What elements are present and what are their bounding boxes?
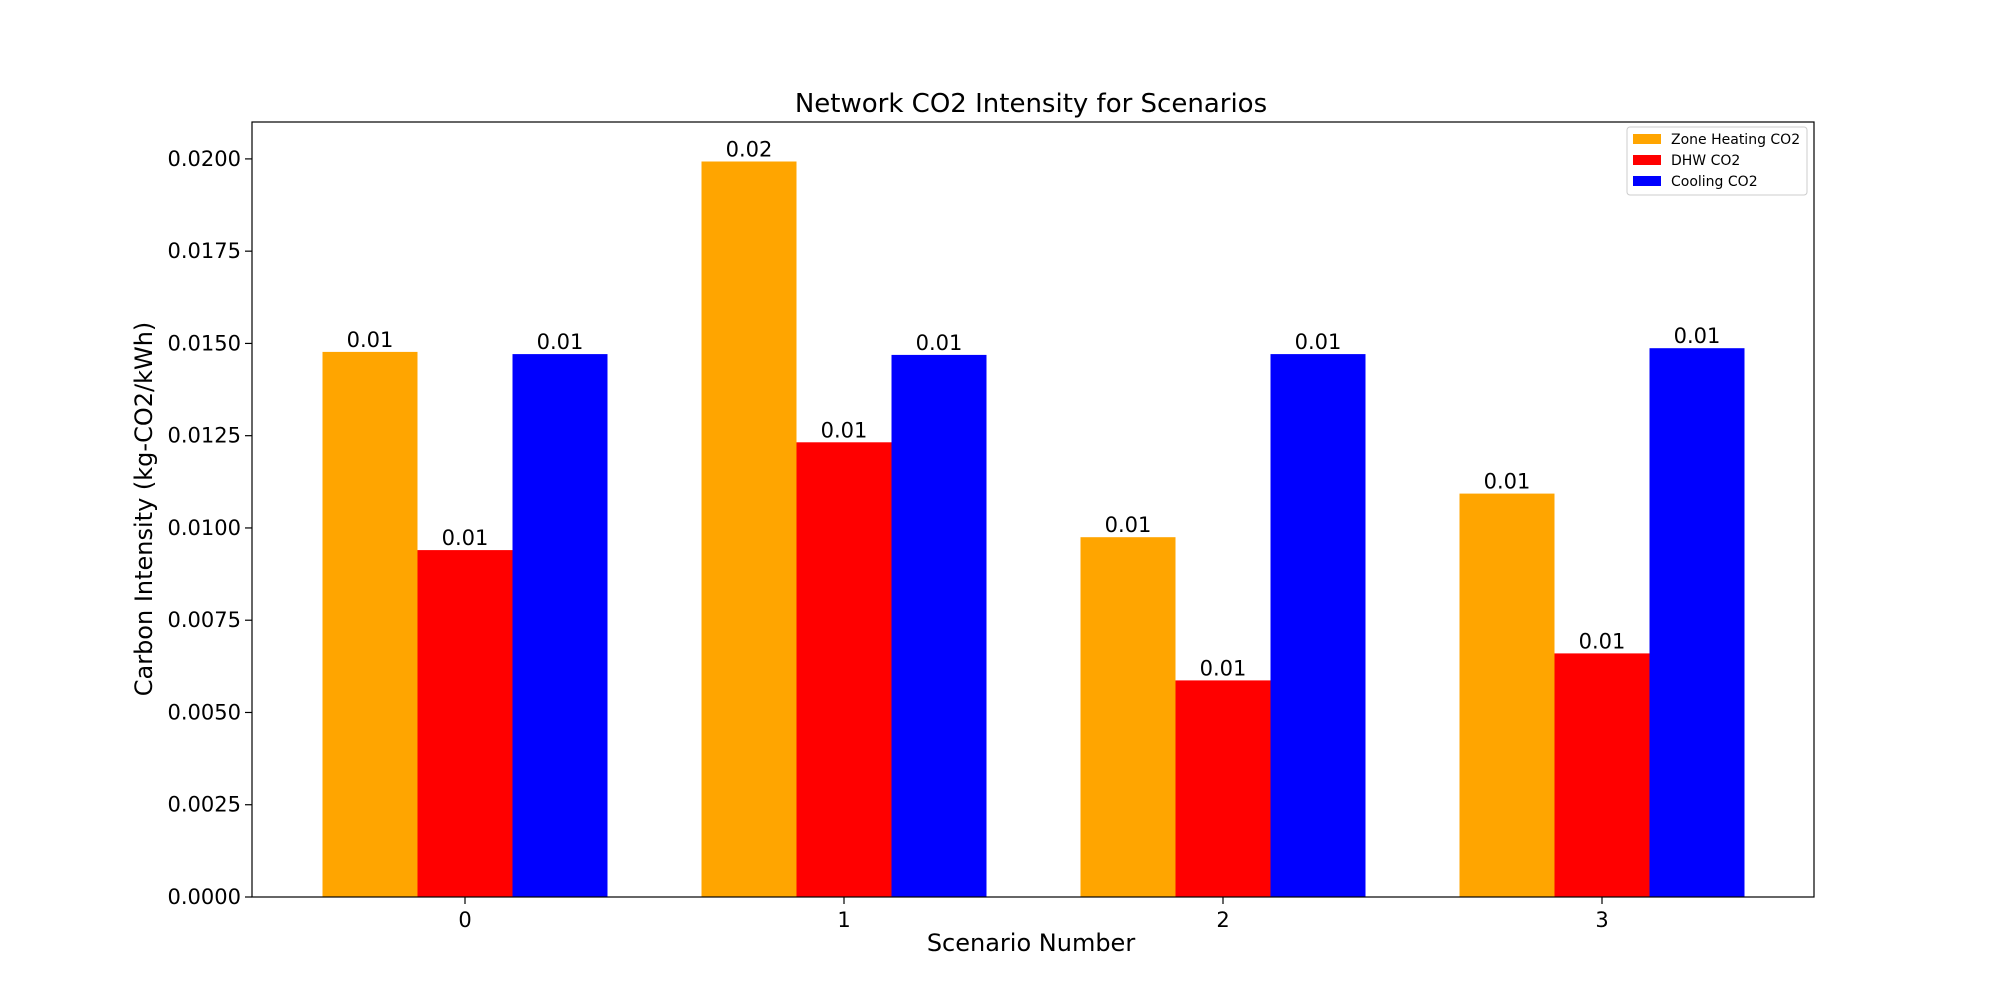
legend-swatch bbox=[1633, 134, 1661, 144]
legend-box bbox=[1626, 126, 1808, 196]
y-tick-label: 0.0100 bbox=[168, 516, 241, 540]
y-tick-label: 0.0125 bbox=[168, 424, 241, 448]
y-tick-label: 0.0150 bbox=[168, 331, 241, 355]
bars-layer bbox=[322, 161, 1745, 898]
y-axis-label: Carbon Intensity (kg-CO2/kWh) bbox=[130, 322, 158, 697]
legend: Zone Heating CO2 DHW CO2 Cooling CO2 bbox=[1626, 126, 1808, 196]
bar-value-label: 0.01 bbox=[1674, 324, 1721, 348]
legend-swatch bbox=[1633, 155, 1661, 165]
bar-value-label: 0.01 bbox=[1200, 656, 1247, 680]
bar-dhw-co2-scenario-0 bbox=[417, 550, 513, 897]
x-tick-label: 3 bbox=[1595, 908, 1608, 932]
y-tick-label: 0.0075 bbox=[168, 608, 241, 632]
bar-zone-heating-co2-scenario-0 bbox=[322, 351, 418, 897]
bar-value-label: 0.01 bbox=[1579, 629, 1626, 653]
bar-cooling-co2-scenario-3 bbox=[1649, 348, 1745, 897]
bar-dhw-co2-scenario-3 bbox=[1554, 653, 1650, 897]
y-tick-label: 0.0200 bbox=[168, 147, 241, 171]
bar-value-label: 0.01 bbox=[1295, 330, 1342, 354]
bar-labels-layer: 0.01 0.02 0.01 0.01 0.01 0.01 0.01 0.01 0.01 0.01… bbox=[347, 138, 1721, 681]
y-tick-label: 0.0000 bbox=[168, 885, 241, 909]
bar-value-label: 0.01 bbox=[347, 328, 394, 352]
x-axis: 0 1 2 3 bbox=[458, 897, 1609, 932]
bar-cooling-co2-scenario-0 bbox=[512, 354, 608, 898]
bar-zone-heating-co2-scenario-3 bbox=[1459, 493, 1555, 897]
bar-cooling-co2-scenario-2 bbox=[1270, 354, 1366, 898]
legend-entry-label: Zone Heating CO2 bbox=[1671, 132, 1800, 148]
legend-entry-label: Cooling CO2 bbox=[1671, 174, 1758, 190]
legend-entry-label: DHW CO2 bbox=[1671, 153, 1740, 169]
bar-zone-heating-co2-scenario-1 bbox=[701, 161, 797, 897]
bar-value-label: 0.01 bbox=[1105, 513, 1152, 537]
bar-value-label: 0.01 bbox=[821, 418, 868, 442]
bar-value-label: 0.02 bbox=[726, 138, 773, 162]
plot-frame bbox=[251, 121, 1815, 898]
bar-zone-heating-co2-scenario-2 bbox=[1080, 537, 1176, 897]
x-tick-label: 2 bbox=[1216, 908, 1229, 932]
y-axis: 0.0000 0.0025 0.0050 0.0075 0.0100 0.0125 0.01… bbox=[168, 147, 252, 909]
bar-dhw-co2-scenario-2 bbox=[1175, 680, 1271, 897]
y-tick-label: 0.0175 bbox=[168, 239, 241, 263]
y-tick-label: 0.0025 bbox=[168, 793, 241, 817]
bar-value-label: 0.01 bbox=[1484, 470, 1531, 494]
x-tick-label: 1 bbox=[837, 908, 850, 932]
chart-title: Network CO2 Intensity for Scenarios bbox=[795, 89, 1267, 119]
bar-value-label: 0.01 bbox=[442, 526, 489, 550]
y-tick-label: 0.0050 bbox=[168, 700, 241, 724]
bar-dhw-co2-scenario-1 bbox=[796, 442, 892, 897]
bar-cooling-co2-scenario-1 bbox=[891, 354, 987, 897]
bar-value-label: 0.01 bbox=[916, 331, 963, 355]
legend-swatch bbox=[1633, 176, 1661, 186]
bar-value-label: 0.01 bbox=[537, 330, 584, 354]
x-tick-label: 0 bbox=[458, 908, 471, 932]
x-axis-label: Scenario Number bbox=[927, 929, 1136, 957]
